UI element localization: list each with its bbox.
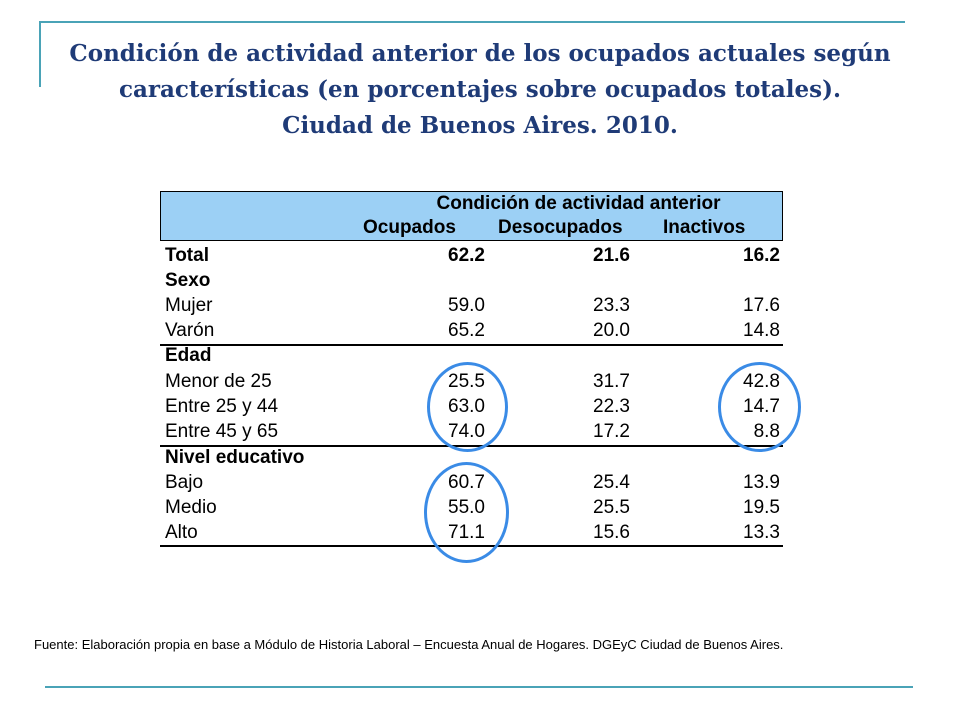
cell-alto-desocupados: 15.6 (593, 522, 630, 543)
source-note: Fuente: Elaboración propia en base a Mód… (34, 637, 784, 652)
row-label-varon: Varón (165, 320, 215, 341)
cell-mujer-desocupados: 23.3 (593, 295, 630, 316)
cell-entre-25-44-desocupados: 22.3 (593, 396, 630, 417)
highlight-circle-edad-inactivos (718, 362, 801, 452)
cell-mujer-inactivos: 17.6 (743, 295, 780, 316)
header-left-border (160, 191, 161, 240)
frame-left-line (39, 21, 41, 87)
cell-total-desocupados: 21.6 (593, 245, 630, 266)
column-header-inactivos: Inactivos (663, 217, 746, 238)
section-divider-edad (160, 344, 783, 346)
column-header-ocupados: Ocupados (363, 217, 456, 238)
table-header (160, 191, 783, 241)
row-label-medio: Medio (165, 497, 217, 518)
cell-medio-desocupados: 25.5 (593, 497, 630, 518)
cell-total-inactivos: 16.2 (743, 245, 780, 266)
row-label-menor-25: Menor de 25 (165, 371, 272, 392)
cell-entre-45-65-desocupados: 17.2 (593, 421, 630, 442)
highlight-circle-edad-ocupados (427, 362, 508, 452)
slide-title: Condición de actividad anterior de los o… (40, 36, 920, 144)
cell-varon-desocupados: 20.0 (593, 320, 630, 341)
row-label-nivel-educativo: Nivel educativo (165, 447, 305, 468)
title-line-1: Condición de actividad anterior de los o… (69, 40, 891, 67)
highlight-circle-nivel-ocupados (424, 462, 509, 563)
cell-total-ocupados: 62.2 (448, 245, 485, 266)
cell-bajo-inactivos: 13.9 (743, 472, 780, 493)
row-label-entre-45-65: Entre 45 y 65 (165, 421, 279, 442)
table-header-title: Condición de actividad anterior (436, 193, 721, 214)
cell-bajo-desocupados: 25.4 (593, 472, 630, 493)
frame-bottom-line (45, 686, 913, 688)
cell-mujer-ocupados: 59.0 (448, 295, 485, 316)
row-label-entre-25-44: Entre 25 y 44 (165, 396, 279, 417)
cell-alto-inactivos: 13.3 (743, 522, 780, 543)
title-line-2: características (en porcentajes sobre oc… (118, 76, 842, 103)
row-label-sexo: Sexo (165, 270, 211, 291)
row-label-mujer: Mujer (165, 295, 213, 316)
cell-varon-ocupados: 65.2 (448, 320, 485, 341)
row-label-total: Total (165, 245, 209, 266)
cell-varon-inactivos: 14.8 (743, 320, 780, 341)
row-label-bajo: Bajo (165, 472, 204, 493)
column-header-desocupados: Desocupados (498, 217, 623, 238)
frame-top-line (39, 21, 905, 23)
cell-medio-inactivos: 19.5 (743, 497, 780, 518)
cell-menor-25-desocupados: 31.7 (593, 371, 630, 392)
title-line-3: Ciudad de Buenos Aires. 2010. (282, 112, 678, 139)
header-right-border (782, 191, 783, 240)
row-label-edad: Edad (165, 345, 212, 366)
row-label-alto: Alto (165, 522, 198, 543)
